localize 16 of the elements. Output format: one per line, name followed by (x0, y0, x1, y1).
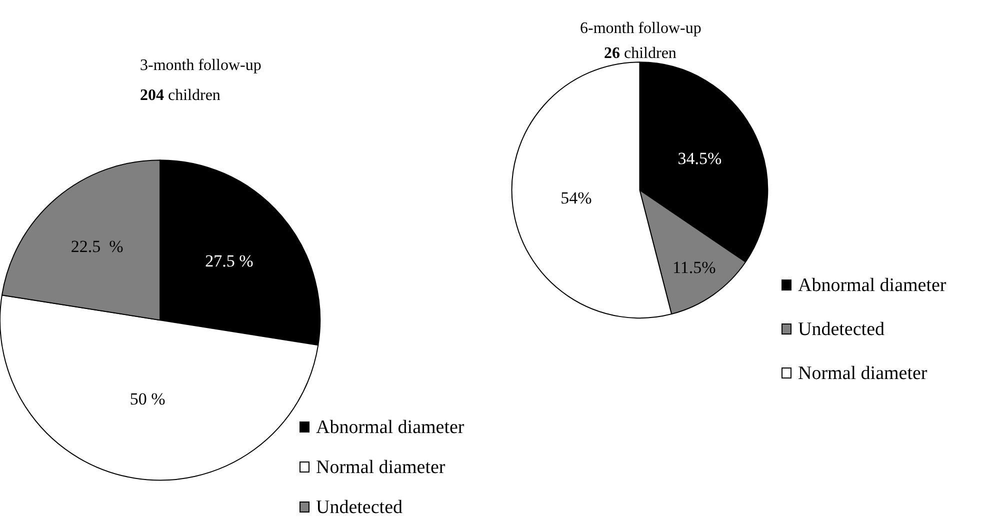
data-label: 11.5% (672, 258, 716, 277)
legend-label: Abnormal diameter (316, 417, 465, 438)
legend-label: Undetected (316, 497, 404, 518)
chart-title: 3-month follow-up (140, 57, 262, 74)
chart-subtitle: 26 children (604, 45, 676, 62)
data-label: 54% (560, 188, 592, 208)
data-label: 50 % (130, 390, 166, 409)
legend-label: Normal diameter (798, 363, 928, 384)
legend-label: Undetected (798, 319, 886, 340)
data-label: 27.5 % (205, 252, 254, 271)
legend-label: Normal diameter (316, 457, 446, 478)
legend-label: Abnormal diameter (798, 275, 947, 296)
chart-subtitle: 204 children (140, 87, 220, 104)
data-label: 22.5 % (70, 236, 124, 256)
chart-title: 6-month follow-up (580, 20, 702, 37)
data-label: 34.5% (678, 148, 722, 168)
